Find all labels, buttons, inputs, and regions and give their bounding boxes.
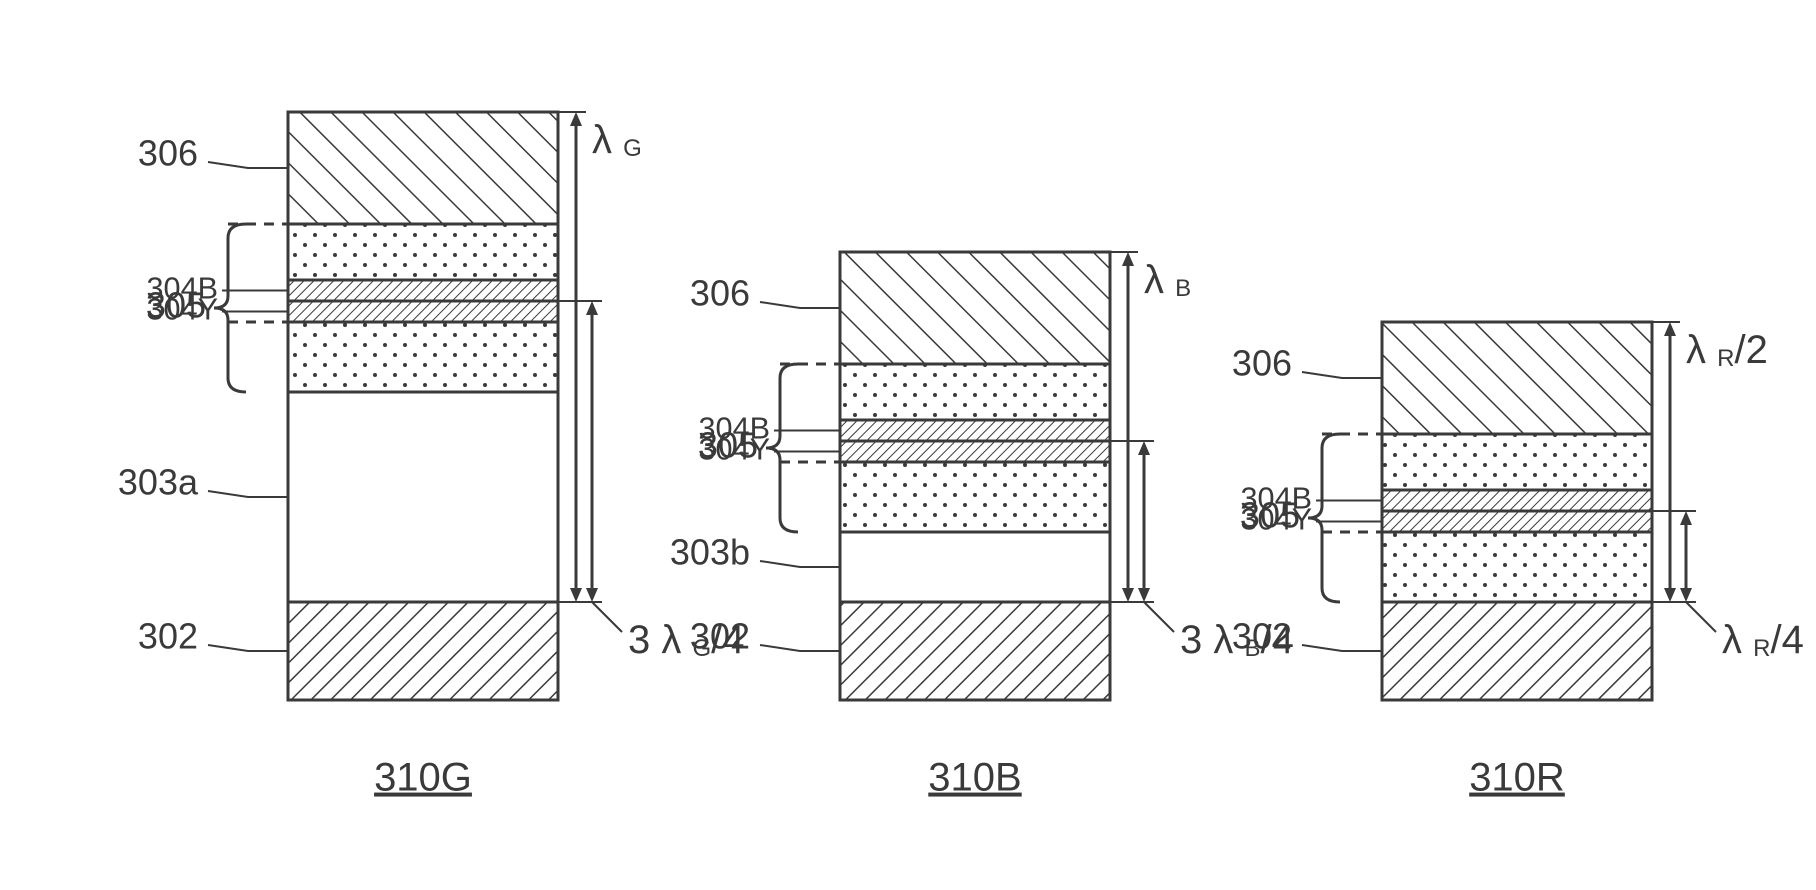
layer-305lo <box>840 462 1110 532</box>
figure-svg: 302303a306305304B304Yλ G3 λ G/4310G30230… <box>0 0 1816 890</box>
layer-302 <box>840 602 1110 700</box>
layer-304Y <box>840 441 1110 462</box>
svg-text:λ R/4: λ R/4 <box>1722 618 1804 663</box>
stack-label-310R: 310R <box>1469 756 1565 800</box>
layer-302 <box>288 602 558 700</box>
layer-304Y <box>1382 511 1652 532</box>
stack-label-310G: 310G <box>374 756 472 800</box>
layer-305lo <box>1382 532 1652 602</box>
label-302: 302 <box>690 616 750 657</box>
label-303b: 303b <box>670 532 750 573</box>
label-306: 306 <box>690 273 750 314</box>
label-303a: 303a <box>118 462 199 503</box>
layer-306 <box>1382 322 1652 434</box>
layer-304B <box>288 280 558 301</box>
label-304Y: 304Y <box>1241 503 1312 537</box>
layer-305hi <box>1382 434 1652 490</box>
layer-306 <box>840 252 1110 364</box>
svg-text:λ R/2: λ R/2 <box>1686 328 1768 373</box>
layer-302 <box>1382 602 1652 700</box>
layer-305hi <box>840 364 1110 420</box>
label-304Y: 304Y <box>699 433 770 467</box>
label-302: 302 <box>1232 616 1292 657</box>
layer-303b <box>840 532 1110 602</box>
layer-304B <box>1382 490 1652 511</box>
layer-304Y <box>288 301 558 322</box>
label-304Y: 304Y <box>147 293 218 327</box>
stack-label-310B: 310B <box>928 756 1021 800</box>
label-306: 306 <box>138 133 198 174</box>
layer-303a <box>288 392 558 602</box>
layer-305lo <box>288 322 558 392</box>
svg-text:λ B: λ B <box>1144 258 1191 303</box>
layer-305hi <box>288 224 558 280</box>
layer-306 <box>288 112 558 224</box>
svg-text:λ G: λ G <box>592 118 642 163</box>
label-306: 306 <box>1232 343 1292 384</box>
label-302: 302 <box>138 616 198 657</box>
layer-304B <box>840 420 1110 441</box>
